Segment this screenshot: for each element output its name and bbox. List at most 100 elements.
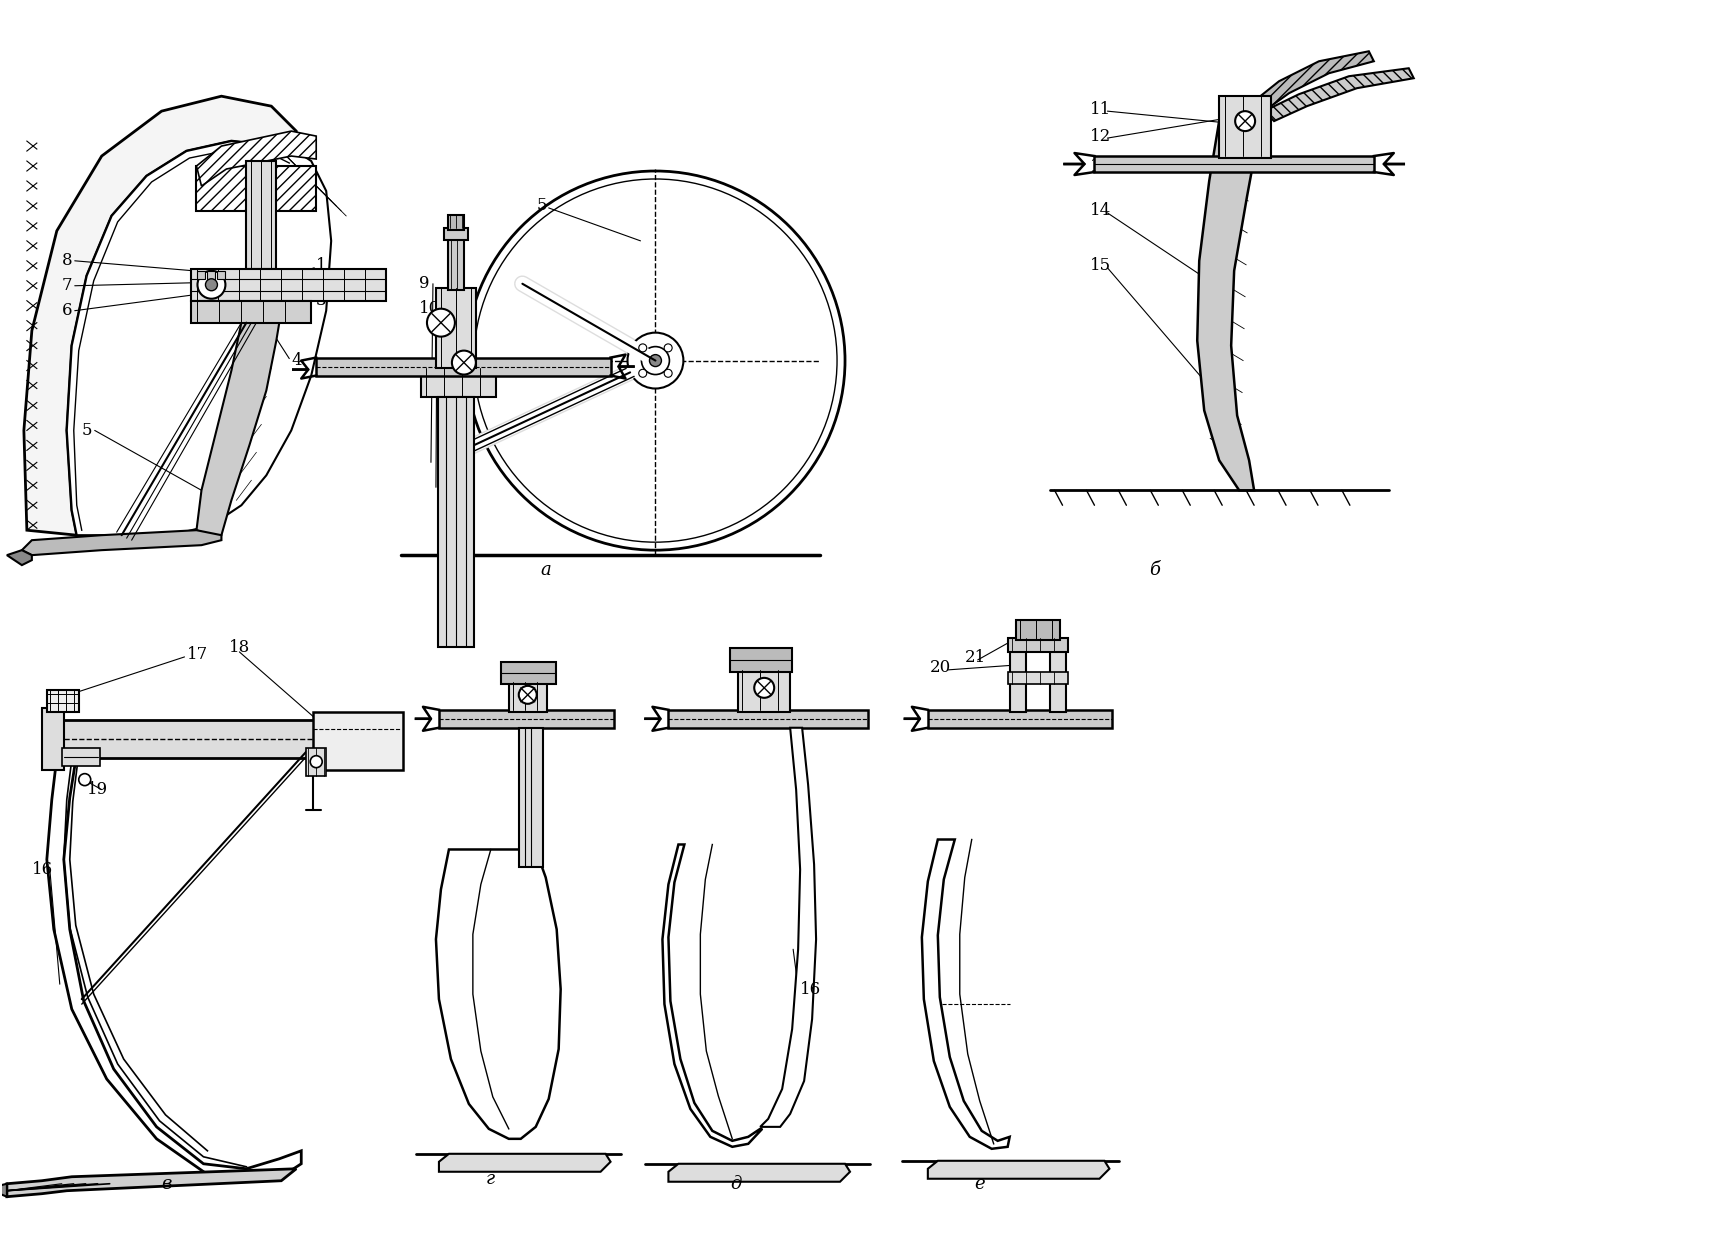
Bar: [444, 228, 468, 240]
Polygon shape: [1264, 68, 1413, 121]
Bar: [421, 368, 495, 397]
Text: 21: 21: [964, 650, 987, 666]
Bar: [439, 397, 475, 647]
Text: +: +: [358, 718, 372, 732]
Circle shape: [627, 333, 683, 389]
Text: 6: 6: [62, 302, 72, 319]
Text: 2: 2: [317, 275, 327, 291]
Polygon shape: [46, 758, 301, 1181]
Circle shape: [427, 308, 456, 337]
Bar: [519, 728, 543, 868]
Polygon shape: [922, 839, 1009, 1149]
Polygon shape: [928, 1161, 1110, 1179]
Circle shape: [475, 180, 838, 542]
Circle shape: [641, 347, 670, 375]
Circle shape: [206, 279, 218, 291]
Bar: [197, 166, 317, 210]
Bar: [192, 269, 385, 301]
Bar: [207, 271, 216, 279]
Polygon shape: [197, 131, 317, 186]
Bar: [439, 709, 613, 728]
Bar: [928, 709, 1112, 728]
Bar: [1007, 638, 1067, 652]
Bar: [192, 301, 312, 323]
Text: 15: 15: [1089, 258, 1110, 275]
Bar: [1016, 620, 1060, 640]
Text: 11: 11: [1089, 100, 1110, 118]
Bar: [509, 682, 546, 712]
Polygon shape: [7, 550, 33, 565]
Text: г: г: [486, 1170, 495, 1187]
Circle shape: [754, 678, 774, 698]
Bar: [500, 662, 555, 683]
Text: 12: 12: [1089, 128, 1110, 145]
Bar: [1095, 156, 1374, 172]
Circle shape: [310, 755, 322, 768]
Text: 20: 20: [930, 660, 951, 676]
Bar: [197, 271, 206, 279]
Polygon shape: [761, 728, 815, 1127]
Text: 7: 7: [62, 277, 72, 295]
Bar: [1007, 672, 1067, 683]
Text: 19: 19: [87, 781, 108, 799]
Text: 1: 1: [317, 258, 327, 275]
Circle shape: [466, 171, 845, 550]
Text: 13: 13: [1089, 157, 1110, 175]
Circle shape: [639, 344, 648, 352]
Text: 16: 16: [33, 860, 53, 878]
Bar: [738, 670, 790, 712]
Polygon shape: [197, 323, 279, 535]
Circle shape: [79, 774, 91, 786]
Circle shape: [1235, 111, 1256, 131]
Text: е: е: [975, 1175, 985, 1192]
Text: 18: 18: [230, 640, 250, 656]
Polygon shape: [668, 1164, 850, 1182]
Bar: [447, 215, 464, 230]
Circle shape: [519, 686, 536, 704]
Circle shape: [665, 369, 671, 378]
Text: +: +: [322, 718, 336, 732]
Bar: [41, 719, 401, 758]
Bar: [307, 748, 325, 776]
Bar: [62, 748, 99, 765]
Text: 3: 3: [317, 292, 327, 310]
Polygon shape: [0, 1184, 7, 1197]
Bar: [1220, 97, 1271, 158]
Bar: [1050, 650, 1065, 712]
Polygon shape: [1254, 51, 1374, 111]
Text: 9: 9: [420, 275, 430, 292]
Text: б: б: [1149, 561, 1160, 579]
Bar: [317, 358, 610, 375]
Circle shape: [649, 354, 661, 366]
Bar: [668, 709, 868, 728]
Text: 5: 5: [536, 197, 546, 214]
Polygon shape: [1197, 121, 1259, 490]
Text: в: в: [161, 1175, 171, 1192]
Polygon shape: [435, 849, 560, 1139]
Bar: [730, 647, 791, 672]
Polygon shape: [67, 141, 331, 535]
Polygon shape: [22, 530, 221, 555]
Bar: [447, 238, 464, 290]
Polygon shape: [663, 844, 762, 1146]
Bar: [46, 690, 79, 712]
Text: а: а: [541, 561, 552, 579]
Text: +: +: [358, 740, 372, 754]
Circle shape: [665, 344, 671, 352]
Text: 8: 8: [62, 253, 72, 270]
Text: д: д: [730, 1175, 742, 1192]
Bar: [1009, 650, 1026, 712]
Polygon shape: [7, 1169, 296, 1197]
Circle shape: [639, 369, 648, 378]
Text: 17: 17: [187, 646, 207, 664]
Text: 16: 16: [800, 980, 821, 998]
Text: 5: 5: [82, 422, 93, 439]
Polygon shape: [24, 97, 296, 535]
Bar: [435, 287, 476, 368]
Text: 10: 10: [420, 300, 440, 317]
Bar: [218, 271, 226, 279]
Bar: [247, 161, 276, 269]
Circle shape: [452, 350, 476, 375]
Text: +: +: [322, 740, 336, 754]
Text: 4: 4: [291, 352, 301, 369]
